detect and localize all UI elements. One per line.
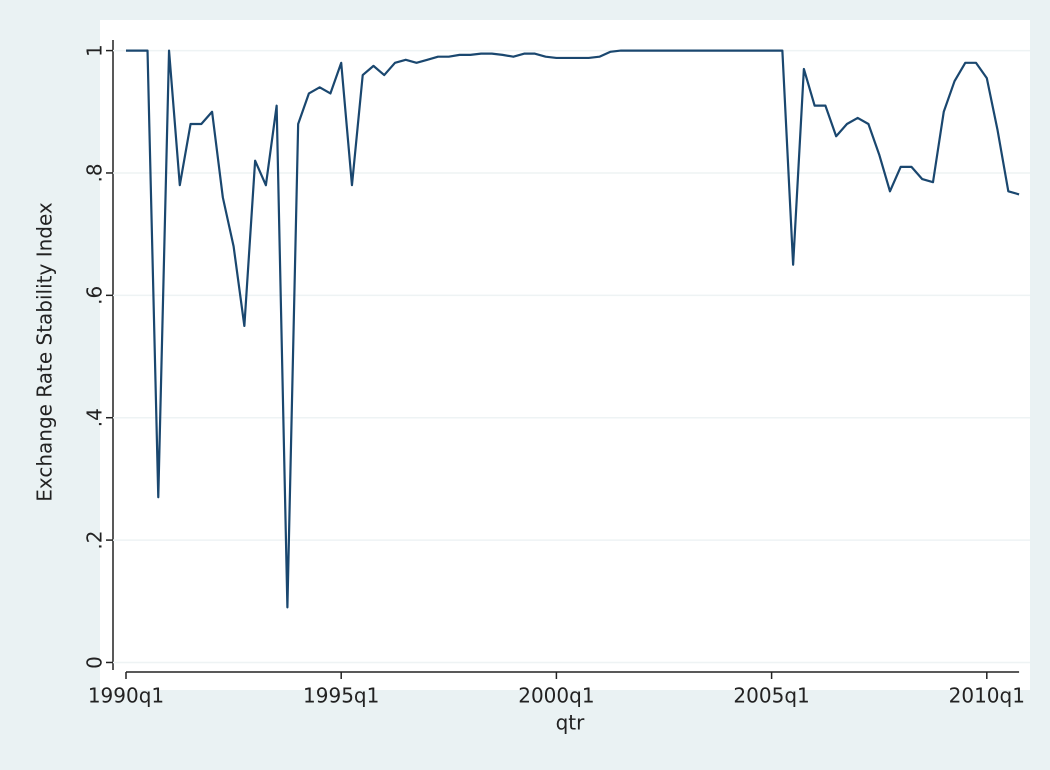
y-tick-label: 0 xyxy=(83,656,107,669)
y-tick-label: .8 xyxy=(83,163,107,182)
y-tick-label: .6 xyxy=(83,286,107,305)
y-tick-label: 1 xyxy=(83,44,107,57)
data-line xyxy=(126,49,1020,609)
x-tick-label: 1990q1 xyxy=(88,684,164,708)
x-tick-label: 2010q1 xyxy=(949,684,1025,708)
x-tick-label: 1995q1 xyxy=(303,684,379,708)
y-axis-title: Exchange Rate Stability Index xyxy=(33,202,57,502)
x-tick-label: 2005q1 xyxy=(733,684,809,708)
y-tick-label: .2 xyxy=(83,531,107,550)
x-tick-label: 2000q1 xyxy=(518,684,594,708)
y-tick-label: .4 xyxy=(83,408,107,427)
x-axis-title: qtr xyxy=(556,711,586,735)
plot-region xyxy=(100,20,1030,690)
